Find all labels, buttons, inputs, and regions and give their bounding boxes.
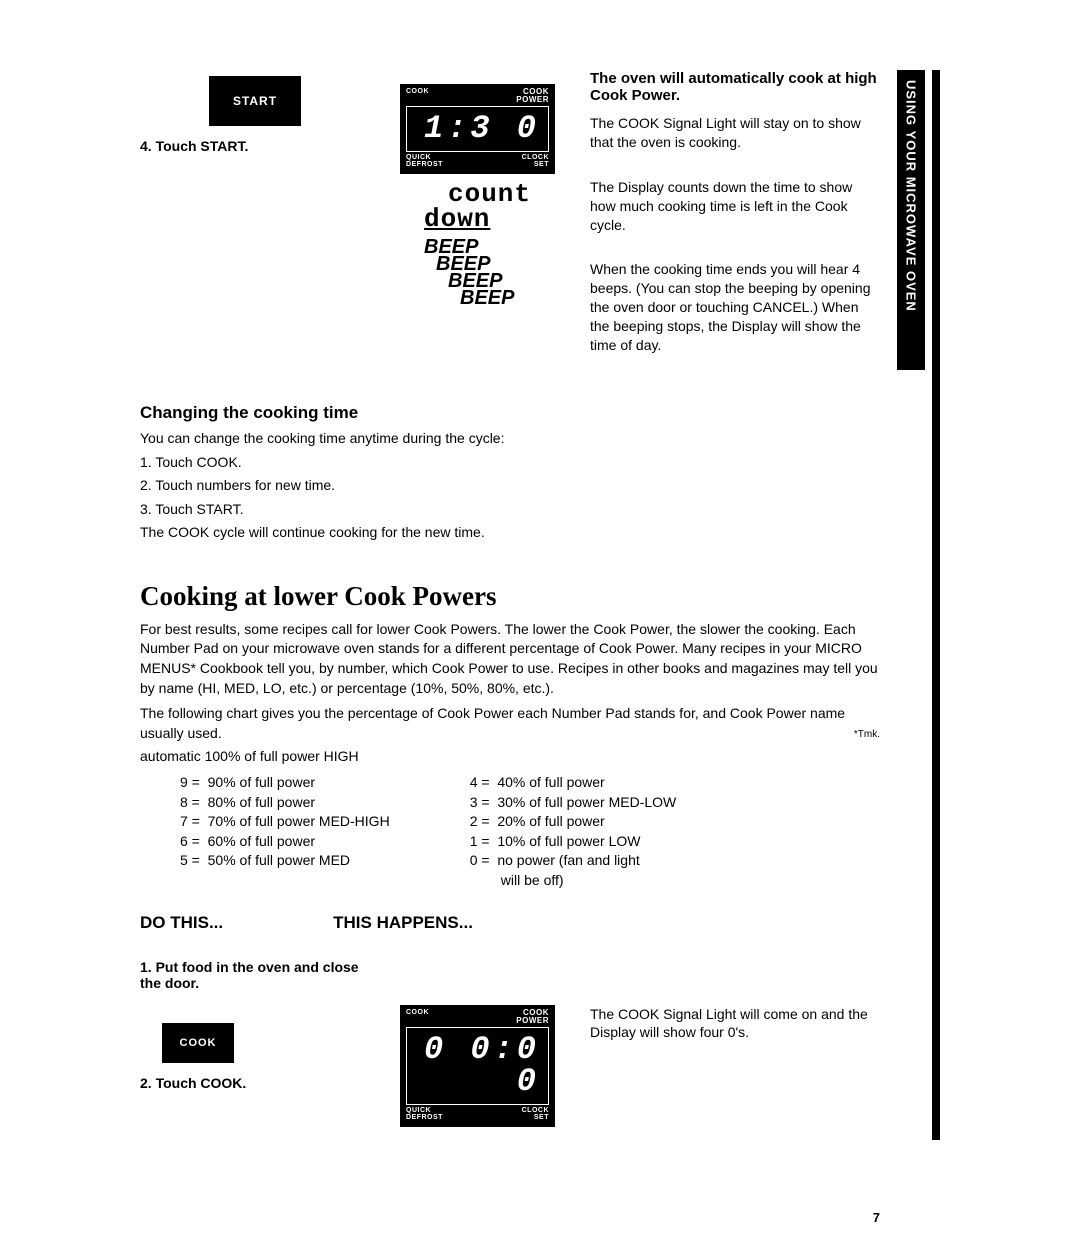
disp1-top-right: COOK POWER <box>516 88 549 104</box>
disp1-top-left: COOK <box>406 88 429 104</box>
step1-text: Put food in the oven and close the door. <box>140 959 359 991</box>
page-number: 7 <box>873 1210 880 1225</box>
step2-text: Touch COOK. <box>156 1075 247 1091</box>
disp1-bot-left: QUICK DEFROST <box>406 154 443 168</box>
desc-3: When the cooking time ends you will hear… <box>590 260 880 354</box>
beep-graphic: BEEP BEEP BEEP BEEP <box>424 239 560 307</box>
step4-text: Touch START. <box>156 138 249 154</box>
step1-block: 1. Put food in the oven and close the do… <box>140 959 380 991</box>
changing-s3: 3. Touch START. <box>140 500 940 520</box>
disp1-bot-right: CLOCK SET <box>522 154 549 168</box>
desc-2: The Display counts down the time to show… <box>590 178 880 235</box>
step2-label: 2. Touch COOK. <box>140 1075 370 1091</box>
cook-button-graphic: COOK <box>162 1023 234 1063</box>
desc-1: The COOK Signal Light will stay on to sh… <box>590 114 880 152</box>
changing-outro: The COOK cycle will continue cooking for… <box>140 523 940 543</box>
lower-para2: The following chart gives you the percen… <box>140 705 845 741</box>
do-this-heading: DO THIS... <box>140 913 223 933</box>
changing-s2: 2. Touch numbers for new time. <box>140 476 940 496</box>
power-table: 9 = 90% of full power 8 = 80% of full po… <box>180 773 940 891</box>
step4-label: 4. Touch START. <box>140 138 370 154</box>
countdown-graphic: count down <box>424 182 560 231</box>
step4-num: 4. <box>140 138 152 154</box>
disp2-top-right: COOK POWER <box>516 1009 549 1025</box>
changing-heading: Changing the cooking time <box>140 403 940 423</box>
disp2-top-left: COOK <box>406 1009 429 1025</box>
disp1-digits: 1:3 0 <box>406 106 549 152</box>
side-tab: USING YOUR MICROWAVE OVEN <box>897 70 925 370</box>
start-button-graphic: START <box>209 76 301 126</box>
disp2-bot-left: QUICK DEFROST <box>406 1107 443 1121</box>
auto-line: automatic 100% of full power HIGH <box>140 747 880 767</box>
changing-s1: 1. Touch COOK. <box>140 453 940 473</box>
display-panel-2: COOK COOK POWER 0 0:0 0 QUICK DEFROST CL… <box>400 1005 555 1127</box>
step1-num: 1. <box>140 959 152 975</box>
power-left-col: 9 = 90% of full power 8 = 80% of full po… <box>180 773 390 891</box>
display-panel-1: COOK COOK POWER 1:3 0 QUICK DEFROST CLOC… <box>400 84 555 174</box>
lower-para1: For best results, some recipes call for … <box>140 620 880 698</box>
countdown-l2: down <box>424 204 490 234</box>
changing-body: You can change the cooking time anytime … <box>140 429 940 543</box>
this-happens-heading: THIS HAPPENS... <box>333 913 473 933</box>
side-stripe <box>932 70 940 1140</box>
changing-intro: You can change the cooking time anytime … <box>140 429 940 449</box>
tmk: *Tmk. <box>854 728 880 742</box>
lower-heading: Cooking at lower Cook Powers <box>140 581 940 612</box>
desc-4: The COOK Signal Light will come on and t… <box>590 1005 880 1043</box>
power-right-col: 4 = 40% of full power 3 = 30% of full po… <box>470 773 677 891</box>
disp2-digits: 0 0:0 0 <box>406 1027 549 1105</box>
auto-cook-heading: The oven will automatically cook at high… <box>590 70 880 104</box>
beep-4: BEEP <box>460 290 560 307</box>
step2-num: 2. <box>140 1075 152 1091</box>
disp2-bot-right: CLOCK SET <box>522 1107 549 1121</box>
